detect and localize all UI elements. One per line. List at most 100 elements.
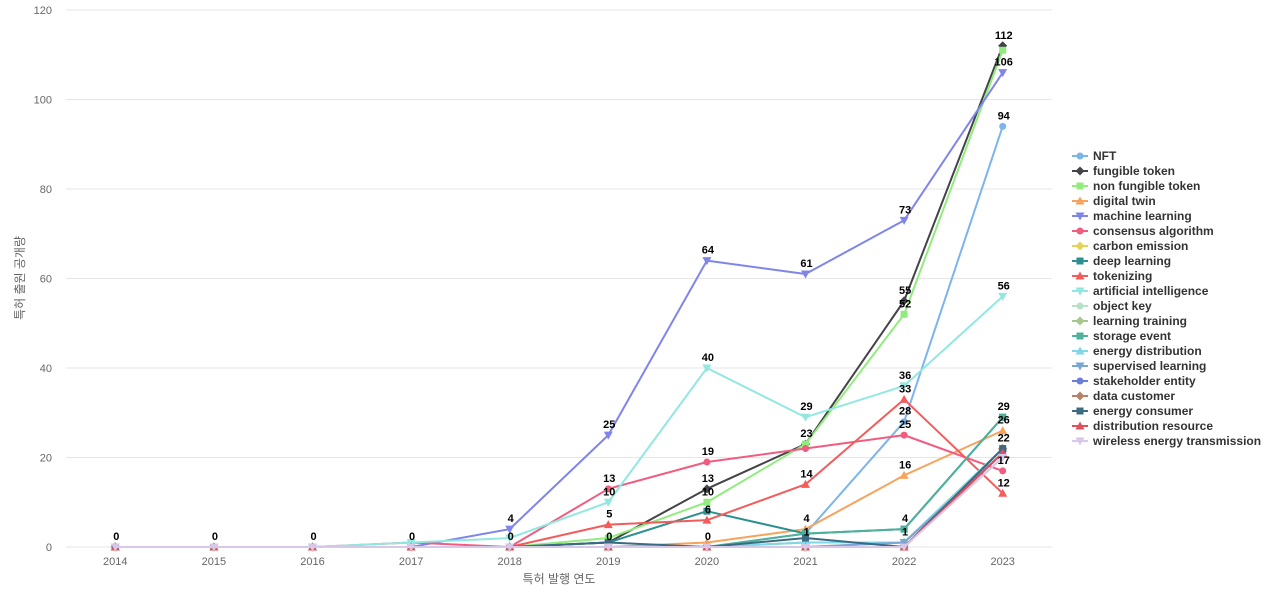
legend-marker [1075, 421, 1085, 430]
legend-item: fungible token [1072, 164, 1175, 178]
series-line [114, 71, 1004, 548]
series-artificial-intelligence [110, 292, 1008, 552]
data-label: 0 [113, 531, 119, 543]
legend-label: object key [1093, 299, 1152, 313]
data-label: 40 [702, 352, 714, 364]
y-tick-label: 100 [34, 95, 52, 107]
data-point [703, 458, 711, 466]
legend-label: energy distribution [1093, 344, 1202, 358]
data-point [702, 543, 712, 552]
legend-label: supervised learning [1093, 359, 1206, 373]
data-label: 28 [899, 406, 911, 418]
x-tick-label: 2022 [892, 556, 916, 568]
data-label: 52 [899, 298, 911, 310]
legend-marker [1075, 166, 1085, 176]
data-point [900, 310, 908, 318]
data-label: 4 [803, 513, 810, 525]
legend-label: NFT [1093, 149, 1117, 163]
data-point [209, 543, 219, 552]
series-wireless-energy-transmission [110, 454, 1008, 552]
legend-label: deep learning [1093, 254, 1171, 268]
series-line [114, 429, 1004, 548]
y-axis-title: 특허 출원 공개량 [13, 236, 27, 320]
y-tick-label: 80 [40, 184, 52, 196]
x-tick-label: 2014 [103, 556, 127, 568]
data-point [998, 292, 1008, 301]
data-label: 26 [998, 415, 1010, 427]
data-point [899, 394, 909, 403]
legend-label: learning training [1093, 314, 1187, 328]
data-label: 0 [409, 531, 415, 543]
data-labels: 0 0 0 0402513105064401913106061292314417355… [113, 30, 1013, 543]
data-label: 19 [702, 446, 714, 458]
series-machine-learning [110, 69, 1008, 552]
data-point [802, 445, 809, 453]
data-label: 0 [212, 531, 218, 543]
series-non-fungible-token [111, 46, 1007, 551]
legend-marker [1076, 257, 1084, 265]
x-tick-label: 2017 [399, 556, 423, 568]
data-point [899, 296, 909, 306]
series-consensus-algorithm [111, 431, 1007, 551]
legend-marker [1076, 152, 1084, 160]
legend-item: tokenizing [1072, 269, 1152, 283]
data-label: 25 [899, 419, 911, 431]
data-point [703, 507, 711, 515]
legend-item: object key [1072, 299, 1152, 313]
legend-marker [1076, 377, 1084, 385]
legend-item: deep learning [1072, 254, 1171, 268]
data-point [702, 257, 712, 266]
data-point [802, 530, 809, 538]
data-label: 23 [800, 428, 812, 440]
legend-label: energy consumer [1093, 404, 1193, 418]
data-point [702, 364, 712, 373]
data-label: 73 [899, 204, 911, 216]
data-label: 17 [998, 455, 1010, 467]
legend-marker [1075, 241, 1085, 251]
data-point [999, 122, 1007, 130]
legend-label: tokenizing [1093, 269, 1152, 283]
data-label: 25 [603, 419, 615, 431]
data-label: 13 [702, 473, 714, 485]
legend-label: digital twin [1093, 194, 1156, 208]
data-point [505, 525, 515, 534]
legend-marker [1075, 391, 1085, 401]
legend-marker [1076, 182, 1084, 190]
legend-marker [1075, 316, 1085, 326]
legend-item: energy distribution [1072, 344, 1202, 358]
data-label: 0 [705, 531, 711, 543]
data-label: 16 [899, 459, 911, 471]
data-label: 112 [995, 30, 1013, 42]
legend-marker [1076, 332, 1084, 340]
legend-item: machine learning [1072, 209, 1192, 223]
series-line [114, 447, 1004, 548]
legend-item: wireless energy transmission [1072, 434, 1261, 448]
data-point [802, 440, 809, 448]
data-label: 61 [800, 258, 812, 270]
data-point [702, 484, 712, 494]
data-point [406, 543, 416, 552]
legend-marker [1075, 287, 1085, 296]
legend-label: stakeholder entity [1093, 374, 1196, 388]
data-point [900, 431, 908, 439]
legend-item: data customer [1072, 389, 1175, 403]
data-point [603, 543, 613, 552]
data-label: 14 [800, 468, 813, 480]
data-point [998, 454, 1008, 462]
data-label: 29 [800, 401, 812, 413]
data-point [110, 543, 120, 552]
data-point [998, 488, 1008, 497]
data-label: 36 [899, 370, 911, 382]
series-line [114, 452, 1004, 548]
data-point [505, 543, 515, 552]
data-label: 12 [998, 477, 1010, 489]
data-point [702, 515, 712, 524]
data-point [603, 498, 613, 507]
series-line [114, 452, 1004, 548]
legend-item: non fungible token [1072, 179, 1200, 193]
data-label: 6 [705, 504, 711, 516]
legend-item: NFT [1072, 149, 1117, 163]
data-point [900, 418, 908, 426]
